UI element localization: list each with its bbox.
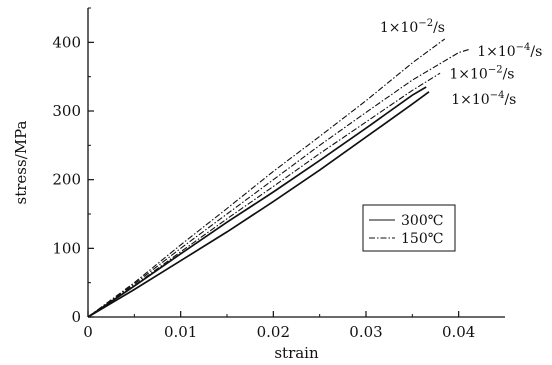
- annotations: 1×10−2/s 1×10−4/s 1×10−2/s 1×10−4/s: [380, 18, 542, 108]
- axes: [87, 8, 505, 318]
- rate-annotation: 1×10−4/s: [451, 90, 516, 108]
- y-axis-label: stress/MPa: [12, 120, 30, 204]
- series-line-1-150c: [87, 48, 470, 318]
- x-axis-label: strain: [274, 344, 319, 362]
- legend-label-150c: 150℃: [401, 231, 443, 247]
- legend-box: [362, 204, 456, 252]
- y-tick-label: 400: [52, 33, 81, 51]
- x-tick-label: 0.04: [442, 323, 475, 341]
- rate-annotation: 1×10−2/s: [380, 18, 445, 36]
- y-tick-label: 200: [52, 171, 81, 189]
- x-tick-label: 0.03: [349, 323, 382, 341]
- y-tick-label: 300: [52, 102, 81, 120]
- series-line-3-300c: [87, 86, 427, 318]
- x-tick-label: 0.01: [164, 323, 197, 341]
- y-tick-label: 0: [71, 308, 81, 326]
- series-line-0-150c: [87, 38, 446, 318]
- rate-annotation: 1×10−4/s: [477, 42, 542, 60]
- y-tick-label: 100: [52, 239, 81, 257]
- legend-label-300c: 300℃: [401, 213, 443, 229]
- x-tick-label: 0: [83, 323, 93, 341]
- series-layer: [87, 38, 470, 318]
- x-ticks: 0 0.01 0.02 0.03 0.04: [83, 311, 475, 341]
- legend: 300℃ 150℃: [362, 204, 456, 252]
- rate-annotation: 1×10−2/s: [449, 65, 514, 83]
- x-tick-label: 0.02: [257, 323, 290, 341]
- y-ticks: 0 100 200 300 400: [52, 7, 94, 326]
- series-line-4-300c: [87, 91, 430, 318]
- series-line-2-150c: [87, 72, 441, 318]
